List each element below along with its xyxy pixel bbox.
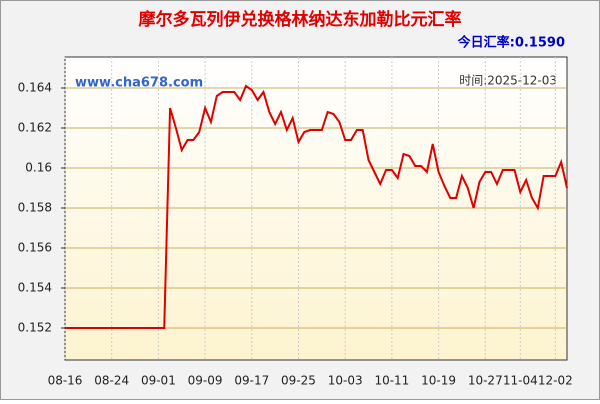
y-tick-label: 0.158: [18, 201, 52, 215]
x-tick-label: 10-27: [468, 374, 503, 388]
x-tick-label: 09-17: [234, 374, 269, 388]
watermark: www.cha678.com: [75, 76, 203, 91]
chart-title: 摩尔多瓦列伊兑换格林纳达东加勒比元汇率: [139, 9, 462, 30]
x-tick-label: 09-25: [281, 374, 316, 388]
x-tick-label: 10-03: [328, 374, 363, 388]
y-tick-label: 0.16: [25, 161, 52, 175]
y-tick-label: 0.156: [18, 241, 52, 255]
x-tick-label: 09-09: [188, 374, 223, 388]
current-rate: 今日汇率:0.1590: [457, 35, 565, 51]
date-note: 时间:2025-12-03: [459, 74, 557, 88]
x-tick-label: 12-02: [538, 374, 573, 388]
x-tick-label: 10-11: [374, 374, 409, 388]
line: [65, 84, 568, 329]
y-tick-label: 0.164: [18, 81, 52, 95]
x-tick-label: 10-19: [421, 374, 456, 388]
y-tick-label: 0.162: [18, 121, 52, 135]
y-tick-label: 0.154: [18, 281, 52, 295]
x-tick-label: 11-04: [503, 374, 538, 388]
x-tick-label: 08-16: [48, 374, 83, 388]
x-tick-label: 08-24: [94, 374, 129, 388]
y-tick-label: 0.152: [18, 321, 52, 335]
x-tick-label: 09-01: [141, 374, 176, 388]
